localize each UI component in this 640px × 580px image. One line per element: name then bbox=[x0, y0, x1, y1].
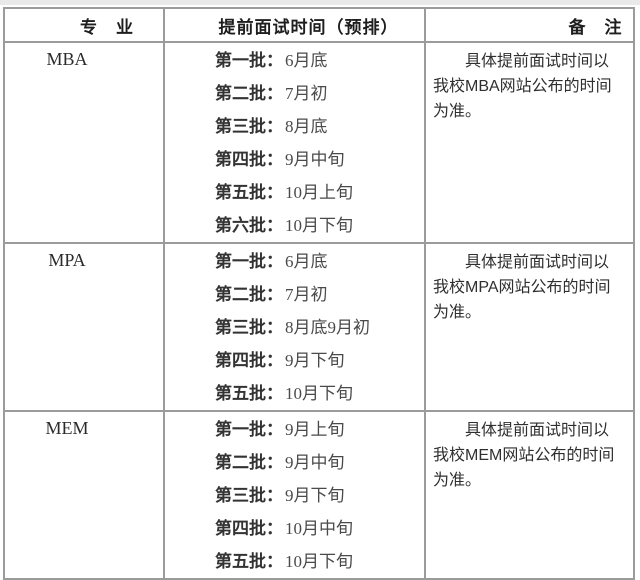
batches-cell-mem: 第一批： 9月上旬 第二批： 9月中旬 第三批： 9月下旬 第四批： 10月中旬 第五批… bbox=[163, 410, 426, 580]
batch-line: 第一批： 9月上旬 bbox=[215, 413, 423, 446]
batch-time: 9月上旬 bbox=[285, 420, 345, 439]
remark-line: 我校MEM网站公布的时间 bbox=[433, 447, 615, 464]
batch-line: 第三批： 8月底 bbox=[215, 110, 423, 143]
remark-line: 为准。 bbox=[433, 304, 482, 321]
batch-line: 第六批： 10月下旬 bbox=[215, 209, 423, 241]
batch-label: 第四批： bbox=[215, 150, 283, 169]
batch-line: 第五批： 10月下旬 bbox=[215, 377, 423, 409]
batch-label: 第四批： bbox=[215, 351, 283, 370]
batches-cell-mba: 第一批： 6月底 第二批： 7月初 第三批： 8月底 第四批： 9月中旬 第五批： 10月… bbox=[163, 41, 426, 244]
remark-line: 我校MPA网站公布的时间 bbox=[433, 279, 611, 296]
remark-text: 具体提前面试时间以 我校MPA网站公布的时间 为准。 bbox=[433, 250, 625, 325]
batch-time: 10月上旬 bbox=[285, 183, 353, 202]
batches-cell-mpa: 第一批： 6月底 第二批： 7月初 第三批： 8月底9月初 第四批： 9月下旬 第五批：… bbox=[163, 242, 426, 412]
batch-label: 第二批： bbox=[215, 453, 283, 472]
batch-line: 第一批： 6月底 bbox=[215, 44, 423, 77]
remark-line: 为准。 bbox=[433, 103, 482, 120]
batch-label: 第一批： bbox=[215, 252, 283, 271]
batch-time: 9月下旬 bbox=[285, 486, 345, 505]
table-row-mba: MBA 第一批： 6月底 第二批： 7月初 第三批： 8月底 第四批： 9月中旬 第五批… bbox=[3, 41, 635, 244]
batch-line: 第五批： 10月上旬 bbox=[215, 176, 423, 209]
batch-time: 8月底9月初 bbox=[285, 318, 370, 337]
program-cell-mem: MEM bbox=[3, 410, 165, 580]
batch-line: 第五批： 10月下旬 bbox=[215, 545, 423, 577]
batch-line: 第三批： 8月底9月初 bbox=[215, 311, 423, 344]
batch-line: 第二批： 7月初 bbox=[215, 77, 423, 110]
batch-line: 第四批： 9月中旬 bbox=[215, 143, 423, 176]
batch-time: 9月中旬 bbox=[285, 453, 345, 472]
batch-time: 10月下旬 bbox=[285, 384, 353, 403]
batch-time: 10月下旬 bbox=[285, 216, 353, 235]
batch-label: 第四批： bbox=[215, 519, 283, 538]
batch-time: 10月中旬 bbox=[285, 519, 353, 538]
top-edge-strip bbox=[0, 0, 640, 5]
batch-time: 7月初 bbox=[285, 84, 328, 103]
batch-time: 6月底 bbox=[285, 51, 328, 70]
remark-cell-mpa: 具体提前面试时间以 我校MPA网站公布的时间 为准。 bbox=[424, 242, 635, 412]
remark-line: 具体提前面试时间以 bbox=[465, 422, 610, 439]
batch-time: 8月底 bbox=[285, 117, 328, 136]
remark-text: 具体提前面试时间以 我校MBA网站公布的时间 为准。 bbox=[433, 49, 625, 124]
table-row-mpa: MPA 第一批： 6月底 第二批： 7月初 第三批： 8月底9月初 第四批： 9月下旬 … bbox=[3, 242, 635, 412]
batch-line: 第三批： 9月下旬 bbox=[215, 479, 423, 512]
remark-line: 我校MBA网站公布的时间 bbox=[433, 78, 612, 95]
table-row-mem: MEM 第一批： 9月上旬 第二批： 9月中旬 第三批： 9月下旬 第四批： 10月中旬… bbox=[3, 410, 635, 580]
table-header-row: 专 业 提前面试时间（预排） 备 注 bbox=[3, 7, 635, 43]
program-cell-mpa: MPA bbox=[3, 242, 165, 412]
batch-line: 第二批： 7月初 bbox=[215, 278, 423, 311]
header-program: 专 业 bbox=[3, 7, 165, 43]
header-interview-time: 提前面试时间（预排） bbox=[163, 7, 426, 43]
program-cell-mba: MBA bbox=[3, 41, 165, 244]
header-remark: 备 注 bbox=[424, 7, 635, 43]
batch-label: 第三批： bbox=[215, 486, 283, 505]
remark-line: 具体提前面试时间以 bbox=[465, 254, 610, 271]
batch-label: 第五批： bbox=[215, 384, 283, 403]
batch-label: 第五批： bbox=[215, 183, 283, 202]
remark-line: 为准。 bbox=[433, 472, 482, 489]
batch-line: 第四批： 10月中旬 bbox=[215, 512, 423, 545]
batch-line: 第四批： 9月下旬 bbox=[215, 344, 423, 377]
batch-label: 第二批： bbox=[215, 285, 283, 304]
batch-label: 第二批： bbox=[215, 84, 283, 103]
batch-label: 第一批： bbox=[215, 51, 283, 70]
batch-time: 9月下旬 bbox=[285, 351, 345, 370]
batch-time: 7月初 bbox=[285, 285, 328, 304]
batch-time: 6月底 bbox=[285, 252, 328, 271]
batch-label: 第一批： bbox=[215, 420, 283, 439]
remark-cell-mba: 具体提前面试时间以 我校MBA网站公布的时间 为准。 bbox=[424, 41, 635, 244]
batch-line: 第二批： 9月中旬 bbox=[215, 446, 423, 479]
batch-label: 第三批： bbox=[215, 117, 283, 136]
batch-label: 第六批： bbox=[215, 216, 283, 235]
batch-label: 第五批： bbox=[215, 552, 283, 571]
remark-cell-mem: 具体提前面试时间以 我校MEM网站公布的时间 为准。 bbox=[424, 410, 635, 580]
batch-time: 10月下旬 bbox=[285, 552, 353, 571]
remark-line: 具体提前面试时间以 bbox=[465, 53, 610, 70]
batch-label: 第三批： bbox=[215, 318, 283, 337]
batch-line: 第一批： 6月底 bbox=[215, 245, 423, 278]
batch-time: 9月中旬 bbox=[285, 150, 345, 169]
remark-text: 具体提前面试时间以 我校MEM网站公布的时间 为准。 bbox=[433, 418, 625, 493]
interview-schedule-table: 专 业 提前面试时间（预排） 备 注 MBA 第一批： 6月底 第二批： 7月初 第… bbox=[3, 7, 635, 580]
